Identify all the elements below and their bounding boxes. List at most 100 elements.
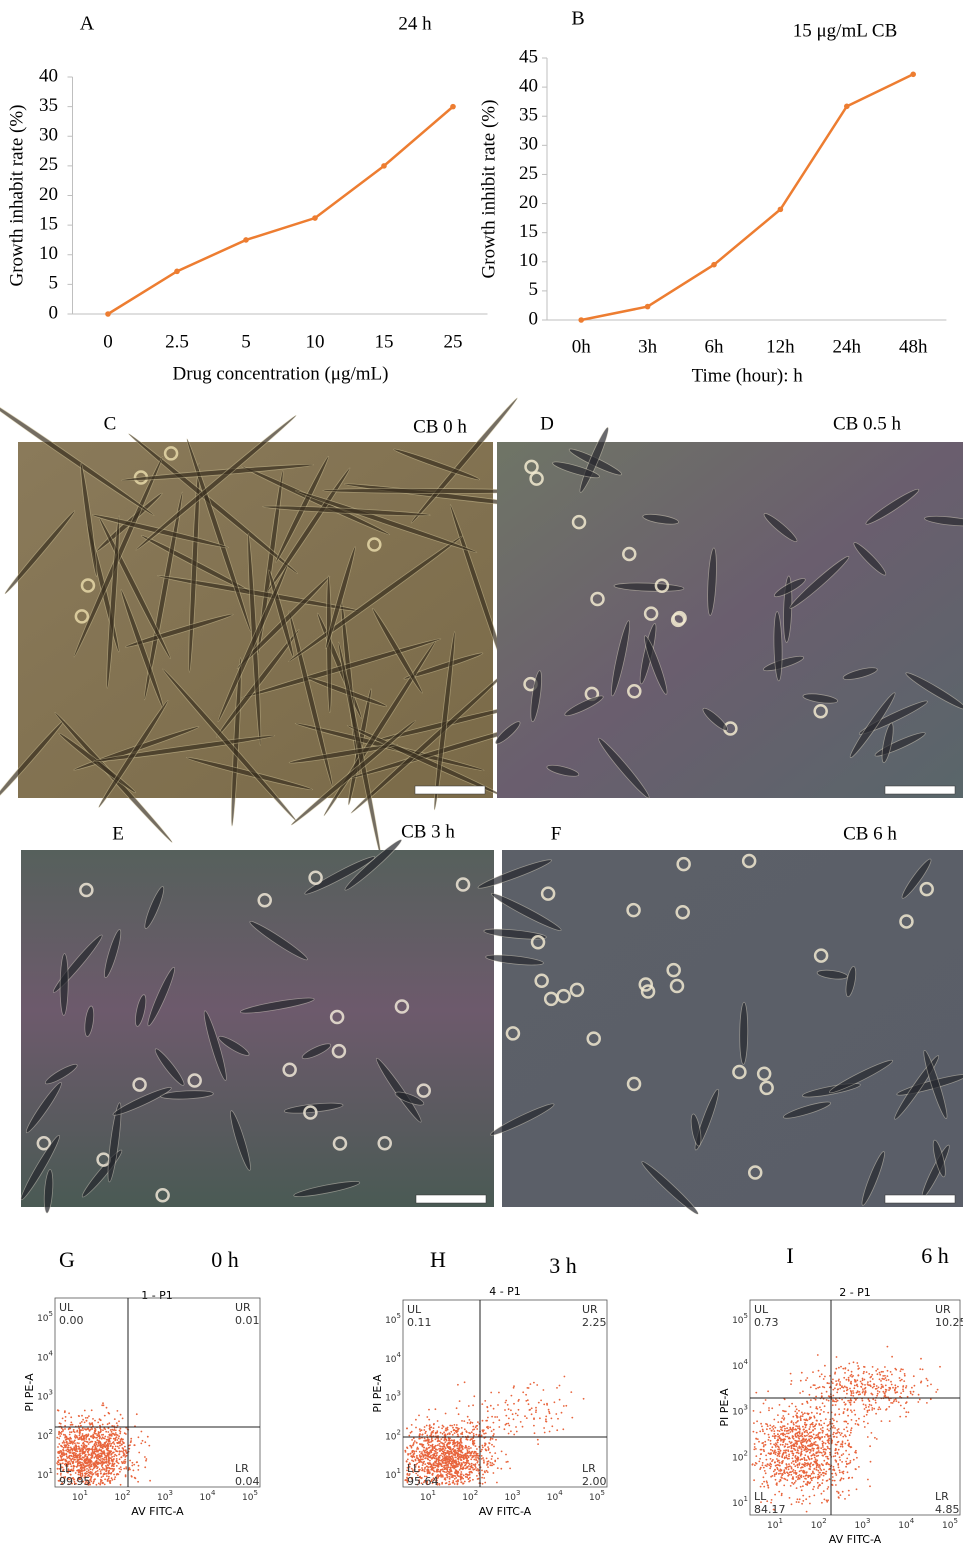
x-tick-label: 0h	[572, 336, 592, 357]
event-dot	[421, 1451, 423, 1453]
event-dot	[770, 1440, 772, 1442]
event-dot	[795, 1461, 797, 1463]
event-dot	[841, 1461, 843, 1463]
event-dot	[774, 1437, 776, 1439]
event-dot	[794, 1470, 796, 1472]
event-dot	[825, 1471, 827, 1473]
event-dot	[838, 1497, 840, 1499]
event-dot	[834, 1387, 836, 1389]
event-dot	[419, 1469, 421, 1471]
event-dot	[827, 1499, 829, 1501]
event-dot	[110, 1480, 112, 1482]
event-dot	[798, 1501, 800, 1503]
event-dot	[557, 1418, 559, 1420]
event-dot	[109, 1463, 111, 1465]
event-dot	[448, 1466, 450, 1468]
event-dot	[877, 1390, 879, 1392]
event-dot	[826, 1391, 828, 1393]
event-dot	[90, 1436, 92, 1438]
event-dot	[788, 1406, 790, 1408]
event-dot	[803, 1472, 805, 1474]
event-dot	[81, 1472, 83, 1474]
event-dot	[407, 1447, 409, 1449]
event-dot	[97, 1462, 99, 1464]
event-dot	[845, 1421, 847, 1423]
event-dot	[87, 1417, 89, 1419]
event-dot	[482, 1447, 484, 1449]
event-dot	[846, 1427, 848, 1429]
event-dot	[755, 1455, 757, 1457]
event-dot	[130, 1438, 132, 1440]
event-dot	[848, 1377, 850, 1379]
quadrant-name: UL	[754, 1303, 769, 1316]
event-dot	[808, 1468, 810, 1470]
event-dot	[876, 1438, 878, 1440]
event-dot	[482, 1431, 484, 1433]
event-dot	[755, 1448, 757, 1450]
event-dot	[493, 1472, 495, 1474]
event-dot	[791, 1452, 793, 1454]
event-dot	[797, 1432, 799, 1434]
event-dot	[73, 1429, 75, 1431]
event-dot	[449, 1473, 451, 1475]
event-dot	[839, 1459, 841, 1461]
event-dot	[803, 1476, 805, 1478]
event-dot	[755, 1392, 757, 1394]
event-dot	[806, 1465, 808, 1467]
event-dot	[108, 1470, 110, 1472]
event-dot	[854, 1385, 856, 1387]
event-dot	[99, 1468, 101, 1470]
micrograph	[18, 837, 494, 1214]
event-dot	[826, 1500, 828, 1502]
x-tick-label: 101	[420, 1489, 436, 1503]
event-dot	[91, 1409, 93, 1411]
event-dot	[806, 1459, 808, 1461]
event-dot	[86, 1441, 88, 1443]
event-dot	[761, 1449, 763, 1451]
event-dot	[876, 1395, 878, 1397]
event-dot	[812, 1464, 814, 1466]
event-dot	[84, 1410, 86, 1412]
y-tick-label: 0	[49, 302, 59, 323]
tick-base: 10	[157, 1493, 169, 1503]
event-dot	[828, 1469, 830, 1471]
event-dot	[808, 1413, 810, 1415]
event-dot	[85, 1429, 87, 1431]
quadrant-value: 0.11	[407, 1316, 432, 1329]
event-dot	[852, 1390, 854, 1392]
event-dot	[100, 1447, 102, 1449]
event-dot	[481, 1403, 483, 1405]
quadrant-name: LR	[935, 1490, 949, 1503]
event-dot	[815, 1437, 817, 1439]
event-dot	[790, 1445, 792, 1447]
micrograph	[477, 850, 963, 1217]
event-dot	[149, 1480, 151, 1482]
event-dot	[409, 1445, 411, 1447]
event-dot	[487, 1471, 489, 1473]
event-dot	[812, 1450, 814, 1452]
event-dot	[84, 1466, 86, 1468]
event-dot	[871, 1374, 873, 1376]
event-dot	[96, 1457, 98, 1459]
event-dot	[114, 1478, 116, 1480]
event-dot	[97, 1422, 99, 1424]
event-dot	[424, 1452, 426, 1454]
event-dot	[443, 1426, 445, 1428]
event-dot	[842, 1453, 844, 1455]
event-dot	[87, 1465, 89, 1467]
event-dot	[556, 1387, 558, 1389]
event-dot	[768, 1436, 770, 1438]
event-dot	[803, 1481, 805, 1483]
event-dot	[110, 1435, 112, 1437]
x-axis-label: AV FITC-A	[479, 1505, 532, 1518]
event-dot	[869, 1400, 871, 1402]
event-dot	[71, 1440, 73, 1442]
event-dot	[454, 1446, 456, 1448]
event-dot	[870, 1381, 872, 1383]
event-dot	[545, 1420, 547, 1422]
quadrant-name: LR	[582, 1462, 596, 1475]
event-dot	[461, 1462, 463, 1464]
event-dot	[468, 1478, 470, 1480]
event-dot	[427, 1442, 429, 1444]
event-dot	[823, 1411, 825, 1413]
